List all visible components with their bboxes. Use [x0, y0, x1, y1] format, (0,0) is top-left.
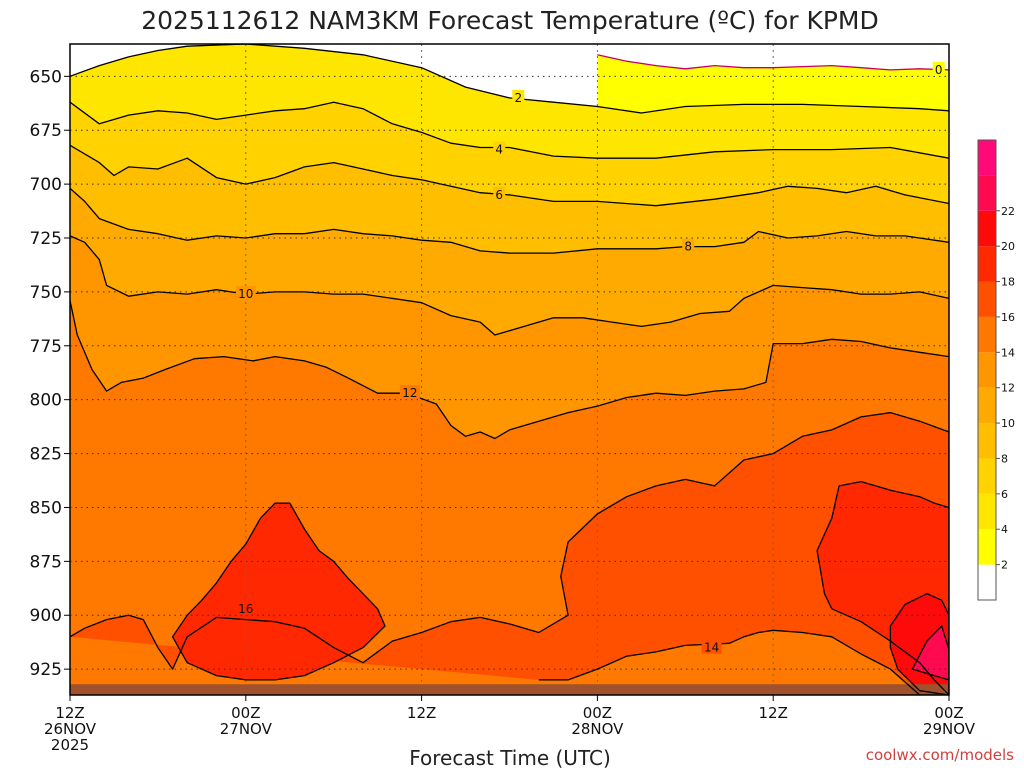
- y-tick-label-850: 850: [30, 498, 62, 518]
- contour-label-bg-2: [512, 89, 525, 104]
- colorbar-label-4: 4: [1001, 523, 1008, 536]
- x-tick-label-48-0: 12Z: [759, 704, 788, 722]
- contour-label-bg-16: [235, 600, 256, 615]
- contour-label-bg-8: [682, 238, 695, 253]
- contour-label-14: 14: [704, 641, 719, 655]
- colorbar-label-22: 22: [1001, 205, 1015, 218]
- x-axis-title: Forecast Time (UTC): [409, 746, 611, 768]
- colorbar-swatch-0: [978, 564, 996, 600]
- fill-band-14: [70, 412, 949, 695]
- colorbar-label-18: 18: [1001, 276, 1015, 289]
- y-tick-label-675: 675: [30, 121, 62, 141]
- contour-label-10: 10: [238, 287, 253, 301]
- isotherm-6-3: [70, 144, 949, 207]
- contour-line-layer: [70, 44, 949, 695]
- x-tick-label-36-0: 00Z: [583, 704, 612, 722]
- y-axis: 650 675 700 725 750 775 800 825 850 875 900 925: [30, 67, 70, 680]
- isotherm-20-11: [911, 625, 949, 681]
- colorbar-swatch-12: [978, 140, 996, 176]
- x-tick-label-0-2: 2025: [51, 736, 89, 754]
- colorbar-swatch-8: [978, 281, 996, 317]
- grid-layer: [70, 44, 949, 695]
- colorbar-label-16: 16: [1001, 311, 1015, 324]
- colorbar-swatch-6: [978, 352, 996, 388]
- colorbar-label-2: 2: [1001, 559, 1008, 572]
- colorbar-swatch-3: [978, 458, 996, 494]
- y-tick-label-700: 700: [30, 175, 62, 195]
- isotherm-0-0: [597, 54, 949, 71]
- x-tick-label-60-0: 00Z: [934, 704, 963, 722]
- colorbar-label-10: 10: [1001, 417, 1015, 430]
- colorbar-label-8: 8: [1001, 452, 1008, 465]
- temperature-fill-layer: [70, 44, 949, 695]
- fill-band-20: [912, 626, 949, 680]
- contour-label-0: 0: [935, 63, 943, 77]
- contour-label-12: 12: [402, 386, 417, 400]
- contour-label-2: 2: [514, 91, 522, 105]
- colorbar-label-6: 6: [1001, 488, 1008, 501]
- contour-label-16: 16: [238, 602, 253, 616]
- contour-label-bg-6: [493, 186, 506, 201]
- colorbar-swatch-2: [978, 493, 996, 530]
- plot-frame: [69, 43, 950, 696]
- contour-label-bg-0: [932, 61, 945, 76]
- contour-label-bg-10: [235, 286, 256, 301]
- chart-title: 2025112612 NAM3KM Forecast Temperature (…: [141, 6, 879, 35]
- x-tick-label-12-0: 00Z: [231, 704, 260, 722]
- y-tick-label-725: 725: [30, 229, 62, 249]
- watermark: coolwx.com/models: [866, 746, 1014, 764]
- colorbar-frame: [977, 139, 997, 601]
- isotherm-18-10: [889, 593, 949, 695]
- colorbar-swatch-9: [978, 246, 996, 282]
- y-tick-label-775: 775: [30, 337, 62, 357]
- colorbar-label-20: 20: [1001, 240, 1015, 253]
- contour-label-layer: 0 2 4 6 8 10 12 14 16: [235, 61, 945, 655]
- isotherm-14-7: [70, 411, 949, 695]
- y-tick-label-925: 925: [30, 660, 62, 680]
- isotherm-2-1: [70, 44, 949, 114]
- contour-label-8: 8: [684, 240, 692, 254]
- isotherm-12-6: [70, 300, 949, 440]
- y-tick-label-825: 825: [30, 445, 62, 465]
- terrain-ground: [70, 684, 949, 695]
- x-tick-label-60-1: 29NOV: [923, 720, 976, 738]
- contour-label-bg-14: [701, 639, 722, 654]
- colorbar-label-14: 14: [1001, 346, 1015, 359]
- isotherm-8-4: [70, 187, 949, 254]
- y-tick-label-750: 750: [30, 283, 62, 303]
- colorbar-swatch-10: [978, 210, 996, 247]
- isotherm-16-8: [171, 502, 386, 681]
- colorbar-swatch-1: [978, 529, 996, 565]
- x-tick-label-0-0: 12Z: [55, 704, 84, 722]
- x-tick-label-36-1: 28NOV: [571, 720, 624, 738]
- colorbar-swatch-4: [978, 423, 996, 459]
- colorbar: 2 4 6 8 10 12 14 16 18 20 22: [977, 139, 1015, 601]
- x-tick-label-24-0: 12Z: [407, 704, 436, 722]
- colorbar-label-12: 12: [1001, 382, 1015, 395]
- isotherm-10-5: [70, 235, 949, 336]
- colorbar-swatch-11: [978, 175, 996, 211]
- y-tick-label-800: 800: [30, 391, 62, 411]
- x-tick-label-12-1: 27NOV: [220, 720, 273, 738]
- fill-band-16: [172, 503, 385, 680]
- isotherm-16-9: [816, 480, 949, 695]
- contour-label-4: 4: [495, 143, 503, 157]
- contour-label-6: 6: [495, 188, 503, 202]
- x-tick-label-0-1: 26NOV: [44, 720, 97, 738]
- y-tick-label-650: 650: [30, 67, 62, 87]
- contour-label-bg-12: [399, 385, 420, 400]
- isotherm-4-2: [70, 101, 949, 159]
- contour-label-bg-4: [493, 141, 506, 156]
- terrain-layer: [70, 684, 949, 695]
- y-tick-label-875: 875: [30, 552, 62, 572]
- colorbar-swatch-5: [978, 387, 996, 424]
- colorbar-swatch-7: [978, 316, 996, 353]
- y-tick-label-900: 900: [30, 606, 62, 626]
